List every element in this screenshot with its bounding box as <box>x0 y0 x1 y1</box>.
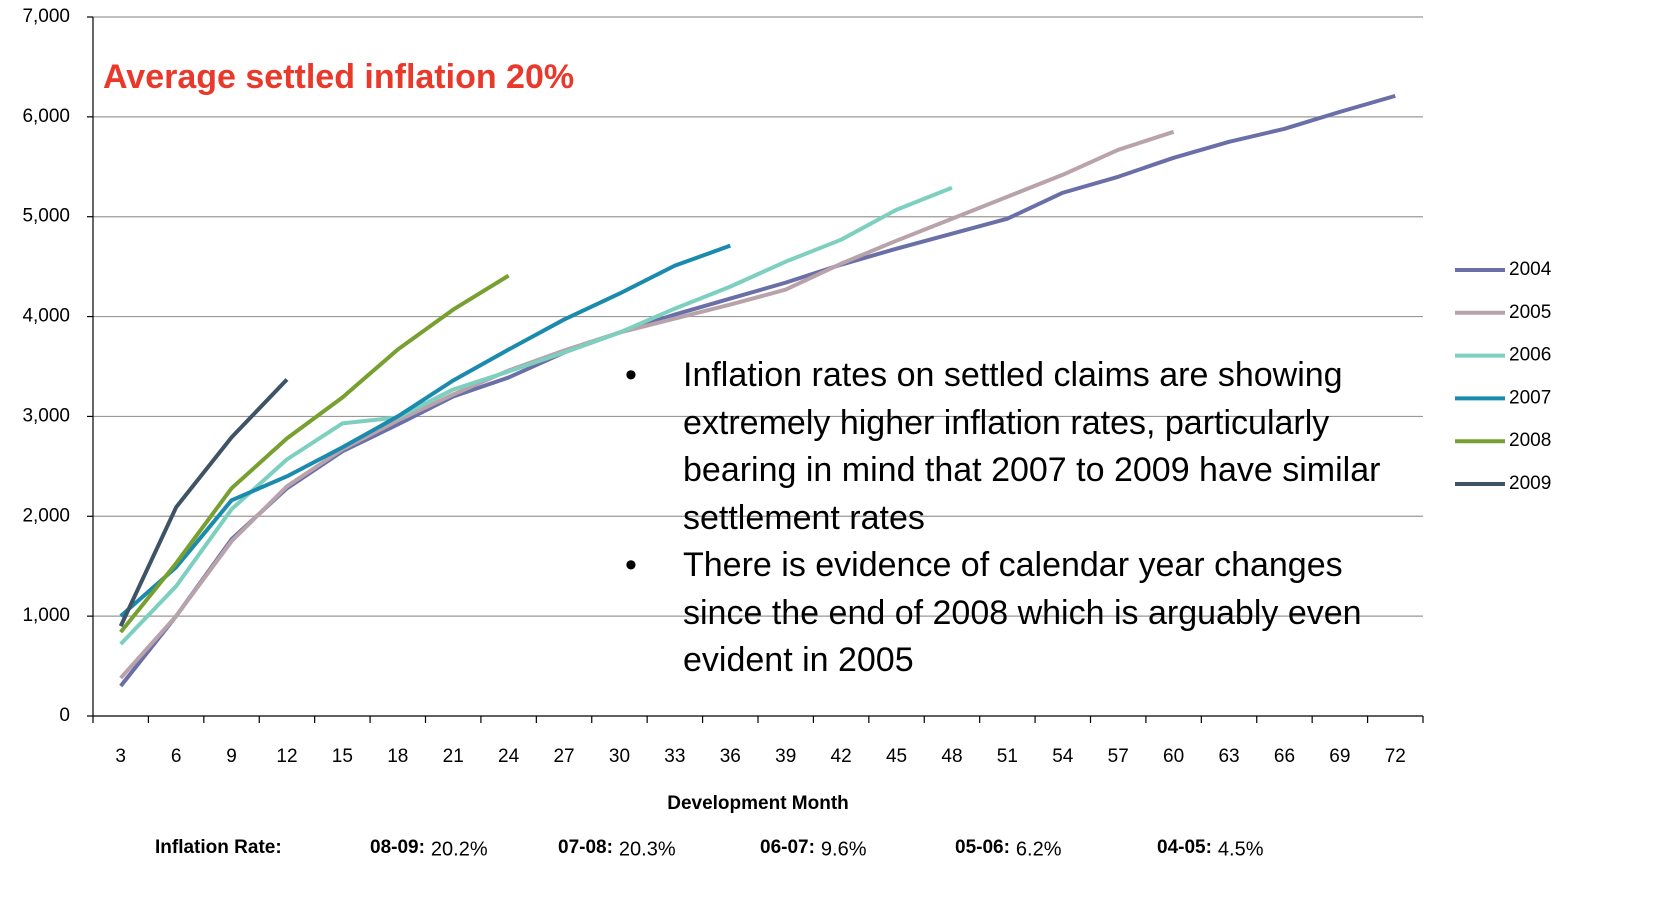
x-tick-label: 15 <box>332 746 353 767</box>
bullet: Inflation rates on settled claims are sh… <box>625 352 1385 542</box>
y-tick-label: 6,000 <box>22 106 70 127</box>
bullet: There is evidence of calendar year chang… <box>625 542 1385 685</box>
series-line <box>118 378 289 627</box>
x-tick-label: 3 <box>115 746 126 767</box>
x-tick-label: 33 <box>664 746 685 767</box>
legend-label: 2005 <box>1509 302 1551 323</box>
x-tick-label: 18 <box>387 746 408 767</box>
y-tick-label: 4,000 <box>22 306 70 327</box>
series-line <box>119 185 953 646</box>
inflation-period: 07-08: <box>558 837 613 858</box>
x-axis-label: Development Month <box>667 793 849 814</box>
series-line <box>119 273 510 634</box>
series-line <box>119 129 1175 680</box>
series-line <box>119 243 731 618</box>
annotation-title: Average settled inflation 20% <box>103 58 574 96</box>
inflation-rate: 6.2% <box>1016 838 1062 860</box>
legend-label: 2008 <box>1509 430 1551 451</box>
legend-label: 2006 <box>1509 345 1551 366</box>
y-tick-label: 0 <box>59 705 70 726</box>
inflation-rate: 20.2% <box>431 838 488 860</box>
x-tick-label: 57 <box>1108 746 1129 767</box>
legend-label: 2004 <box>1509 259 1552 280</box>
x-tick-label: 69 <box>1329 746 1350 767</box>
x-tick-label: 24 <box>498 746 520 767</box>
y-tick-label: 2,000 <box>22 505 70 526</box>
inflation-label: Inflation Rate: <box>155 837 282 858</box>
x-tick-label: 9 <box>226 746 237 767</box>
legend-label: 2009 <box>1509 473 1551 494</box>
x-tick-label: 36 <box>720 746 741 767</box>
x-tick-label: 45 <box>886 746 907 767</box>
inflation-period: 08-09: <box>370 837 425 858</box>
inflation-rate: 9.6% <box>821 838 867 860</box>
x-tick-label: 21 <box>443 746 464 767</box>
y-tick-label: 5,000 <box>22 206 70 227</box>
x-tick-label: 30 <box>609 746 630 767</box>
inflation-rate: 20.3% <box>619 838 676 860</box>
x-tick-label: 54 <box>1052 746 1074 767</box>
inflation-period: 05-06: <box>955 837 1010 858</box>
y-tick-label: 3,000 <box>22 405 70 426</box>
x-tick-label: 63 <box>1218 746 1239 767</box>
inflation-period: 06-07: <box>760 837 815 858</box>
x-tick-label: 42 <box>831 746 852 767</box>
x-tick-label: 48 <box>941 746 962 767</box>
y-tick-label: 1,000 <box>22 605 70 626</box>
bullet-list: Inflation rates on settled claims are sh… <box>625 352 1385 685</box>
legend-label: 2007 <box>1509 387 1551 408</box>
inflation-rate: 4.5% <box>1218 838 1264 860</box>
x-tick-label: 60 <box>1163 746 1184 767</box>
x-tick-label: 27 <box>553 746 574 767</box>
x-tick-label: 12 <box>276 746 297 767</box>
y-tick-label: 7,000 <box>22 6 70 27</box>
inflation-period: 04-05: <box>1157 837 1212 858</box>
x-tick-label: 51 <box>997 746 1018 767</box>
x-tick-label: 66 <box>1274 746 1295 767</box>
x-tick-label: 39 <box>775 746 796 767</box>
x-tick-label: 6 <box>171 746 182 767</box>
x-tick-label: 72 <box>1385 746 1406 767</box>
